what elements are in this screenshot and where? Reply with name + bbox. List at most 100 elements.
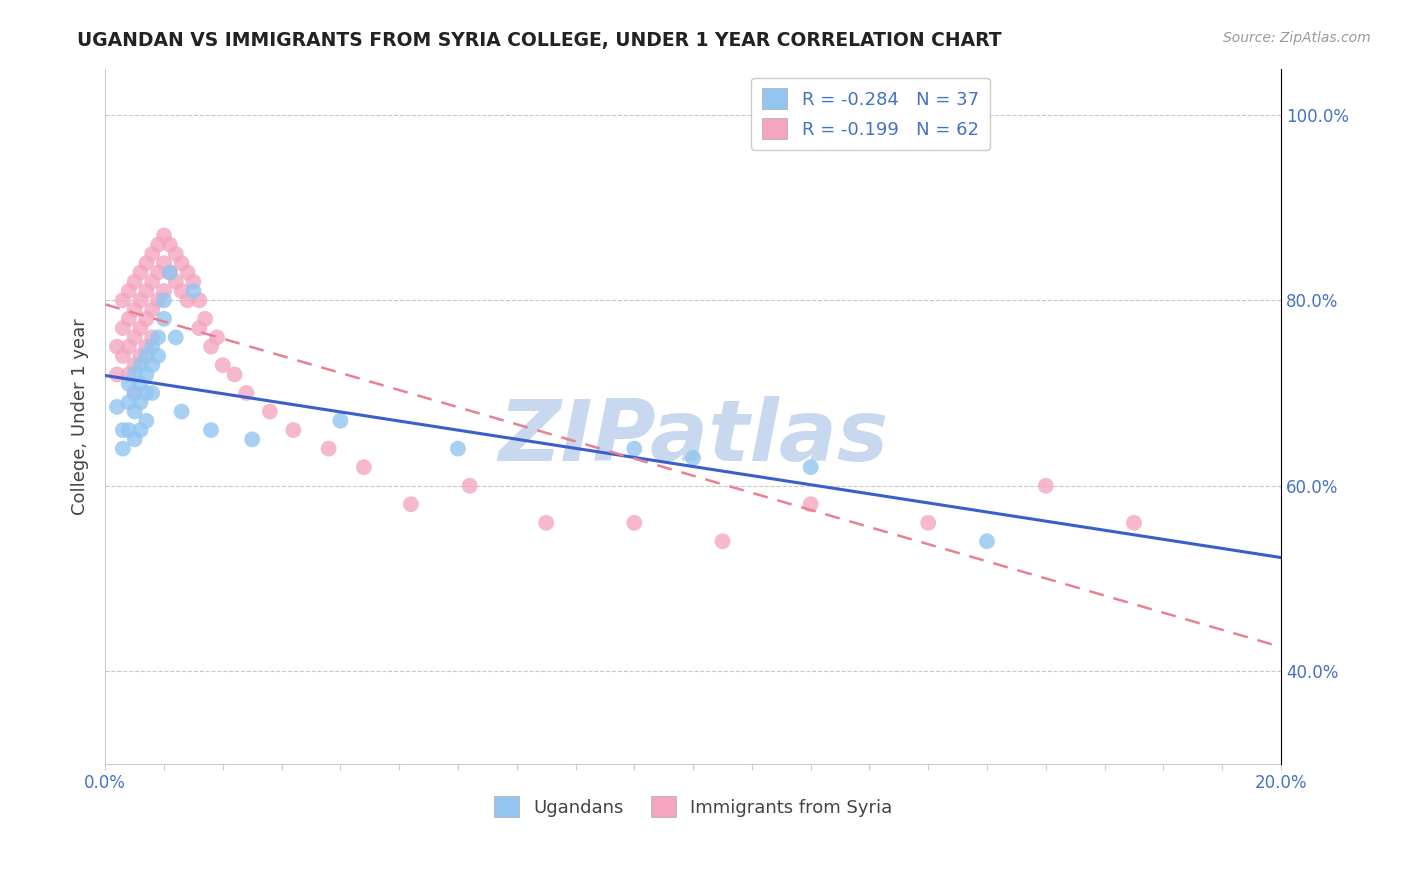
Point (170, 256, 193, 270)
Point (129, 265, 152, 279)
Point (165, 247, 187, 261)
Point (124, 368, 146, 382)
Point (141, 302, 163, 317)
Point (183, 284, 205, 298)
Point (153, 284, 176, 298)
Text: UGANDAN VS IMMIGRANTS FROM SYRIA COLLEGE, UNDER 1 YEAR CORRELATION CHART: UGANDAN VS IMMIGRANTS FROM SYRIA COLLEGE… (77, 31, 1002, 50)
Point (105, 400, 128, 414)
Point (124, 404, 146, 418)
Point (111, 442, 134, 456)
Point (153, 293, 176, 308)
Point (124, 433, 146, 447)
Point (124, 302, 146, 317)
Point (135, 368, 157, 382)
Point (146, 330, 169, 344)
Point (118, 368, 141, 382)
Point (135, 311, 157, 326)
Point (176, 265, 198, 279)
Point (135, 349, 157, 363)
Point (146, 265, 169, 279)
Point (135, 256, 157, 270)
Point (153, 256, 176, 270)
Point (159, 265, 181, 279)
Point (1123, 516, 1146, 530)
Point (682, 450, 704, 465)
Point (124, 358, 146, 372)
Point (329, 414, 352, 428)
Point (141, 247, 163, 261)
Legend: Ugandans, Immigrants from Syria: Ugandans, Immigrants from Syria (486, 789, 900, 824)
Point (111, 349, 134, 363)
Point (165, 330, 187, 344)
Point (129, 293, 152, 308)
Point (353, 460, 375, 475)
Point (135, 414, 157, 428)
Point (235, 386, 257, 401)
Point (623, 442, 645, 456)
Point (447, 442, 470, 456)
Point (188, 293, 211, 308)
Point (534, 516, 557, 530)
Point (800, 497, 823, 511)
Point (118, 284, 141, 298)
Point (153, 228, 176, 243)
Point (105, 340, 128, 354)
Point (118, 340, 141, 354)
Point (129, 321, 152, 335)
Point (141, 330, 163, 344)
Point (188, 321, 211, 335)
Point (118, 423, 141, 437)
Point (129, 349, 152, 363)
Point (153, 311, 176, 326)
Point (1035, 479, 1057, 493)
Point (176, 293, 198, 308)
Point (458, 479, 481, 493)
Point (205, 330, 228, 344)
Point (200, 340, 222, 354)
Point (976, 534, 998, 549)
Text: ZIPatlas: ZIPatlas (498, 395, 889, 478)
Point (240, 433, 263, 447)
Point (105, 368, 128, 382)
Point (129, 376, 152, 391)
Point (135, 386, 157, 401)
Point (111, 293, 134, 308)
Point (141, 386, 163, 401)
Point (800, 460, 823, 475)
Point (111, 321, 134, 335)
Point (124, 386, 146, 401)
Point (141, 358, 163, 372)
Point (118, 376, 141, 391)
Point (146, 349, 169, 363)
Y-axis label: College, Under 1 year: College, Under 1 year (72, 318, 89, 515)
Point (118, 311, 141, 326)
Point (318, 442, 340, 456)
Point (111, 423, 134, 437)
Point (224, 368, 246, 382)
Point (194, 311, 217, 326)
Point (183, 275, 205, 289)
Point (129, 423, 152, 437)
Point (124, 275, 146, 289)
Point (711, 534, 734, 549)
Point (129, 358, 152, 372)
Point (124, 386, 146, 401)
Point (141, 275, 163, 289)
Text: Source: ZipAtlas.com: Source: ZipAtlas.com (1223, 31, 1371, 45)
Point (170, 284, 193, 298)
Point (141, 340, 163, 354)
Point (135, 284, 157, 298)
Point (129, 395, 152, 409)
Point (124, 330, 146, 344)
Point (146, 293, 169, 308)
Point (135, 340, 157, 354)
Point (159, 237, 181, 252)
Point (259, 404, 281, 418)
Point (165, 275, 187, 289)
Point (211, 358, 233, 372)
Point (159, 265, 181, 279)
Point (200, 423, 222, 437)
Point (146, 237, 169, 252)
Point (917, 516, 939, 530)
Point (170, 404, 193, 418)
